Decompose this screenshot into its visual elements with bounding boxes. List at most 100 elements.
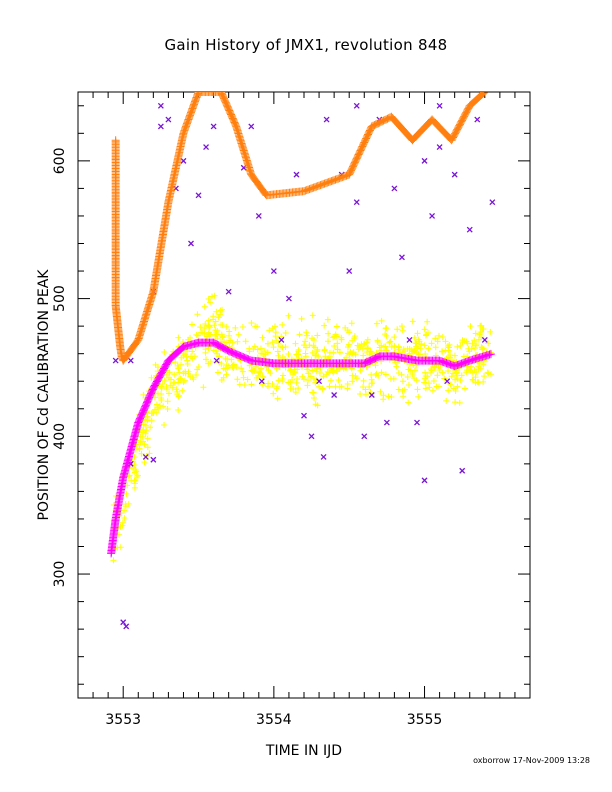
data-point [353, 102, 360, 109]
data-point [342, 324, 349, 331]
data-point [175, 365, 182, 372]
data-point [316, 378, 323, 385]
plot-area [107, 92, 496, 630]
data-point [241, 382, 248, 389]
data-point [172, 359, 179, 366]
data-point [278, 336, 285, 343]
data-point [272, 329, 279, 336]
data-point [478, 334, 485, 341]
data-point [211, 292, 218, 299]
data-point [461, 338, 468, 345]
data-point [110, 557, 117, 564]
data-point [406, 336, 413, 343]
y-tick-label: 300 [52, 561, 68, 588]
data-point [331, 392, 338, 398]
data-point [210, 92, 219, 96]
data-point [226, 343, 233, 350]
data-point [489, 199, 496, 206]
data-point [212, 327, 219, 334]
data-point [411, 347, 418, 354]
data-point [269, 339, 276, 346]
data-point [164, 406, 171, 413]
data-point [144, 444, 151, 451]
data-point [477, 322, 484, 329]
data-point [479, 92, 488, 97]
data-point [184, 361, 191, 368]
data-point [415, 393, 422, 400]
data-point [303, 332, 310, 339]
data-point [464, 363, 471, 370]
data-point [223, 371, 230, 378]
data-point [242, 338, 249, 345]
data-point [167, 382, 174, 389]
data-point [400, 346, 407, 353]
data-point [178, 376, 185, 383]
data-point [477, 365, 484, 372]
data-point [138, 450, 145, 457]
data-point [407, 367, 414, 374]
data-point [131, 454, 138, 461]
data-point [436, 366, 443, 373]
data-point [321, 322, 328, 329]
data-point [391, 334, 398, 341]
data-point [146, 450, 153, 457]
data-point [209, 293, 216, 300]
data-point [270, 390, 277, 397]
data-point [229, 339, 236, 346]
data-point [320, 373, 327, 380]
data-point [133, 473, 140, 480]
data-point [195, 92, 204, 96]
data-point [352, 351, 359, 358]
data-point [351, 335, 358, 342]
data-point [466, 348, 473, 355]
data-point [270, 344, 277, 351]
data-point [385, 393, 392, 400]
data-point [157, 102, 164, 109]
data-point [119, 519, 126, 526]
data-point [175, 407, 182, 414]
x-tick-label: 3553 [105, 712, 141, 728]
data-point [398, 254, 405, 261]
data-point [304, 366, 311, 373]
data-point [225, 288, 232, 295]
data-point [219, 322, 226, 329]
data-point [477, 92, 486, 99]
data-point [395, 343, 402, 350]
data-point [377, 388, 384, 395]
data-point [448, 373, 455, 380]
data-point [387, 338, 394, 345]
data-point [207, 299, 214, 306]
data-point [331, 342, 338, 349]
data-point [382, 325, 389, 332]
data-point [266, 327, 273, 334]
data-point [349, 372, 356, 379]
data-point [308, 433, 315, 440]
data-point [469, 340, 476, 347]
data-point [240, 374, 247, 381]
data-point [436, 144, 443, 151]
data-point [383, 332, 390, 339]
data-point [285, 295, 292, 302]
data-point [141, 441, 148, 448]
data-point [374, 337, 381, 344]
data-point [309, 367, 316, 374]
data-point [248, 381, 255, 388]
data-point [444, 342, 451, 349]
data-point [110, 502, 117, 509]
data-point [422, 375, 429, 382]
data-point [456, 399, 463, 406]
data-point [300, 376, 307, 383]
data-point [399, 327, 406, 334]
data-point [321, 347, 328, 354]
data-point [327, 377, 334, 384]
chart-title: Gain History of JMX1, revolution 848 [164, 36, 448, 54]
data-point [153, 409, 160, 416]
data-point [279, 375, 286, 382]
data-point [311, 344, 318, 351]
data-point [161, 349, 168, 356]
data-point [174, 362, 181, 369]
data-point [373, 370, 380, 377]
data-point [259, 381, 266, 388]
data-point [395, 346, 402, 353]
